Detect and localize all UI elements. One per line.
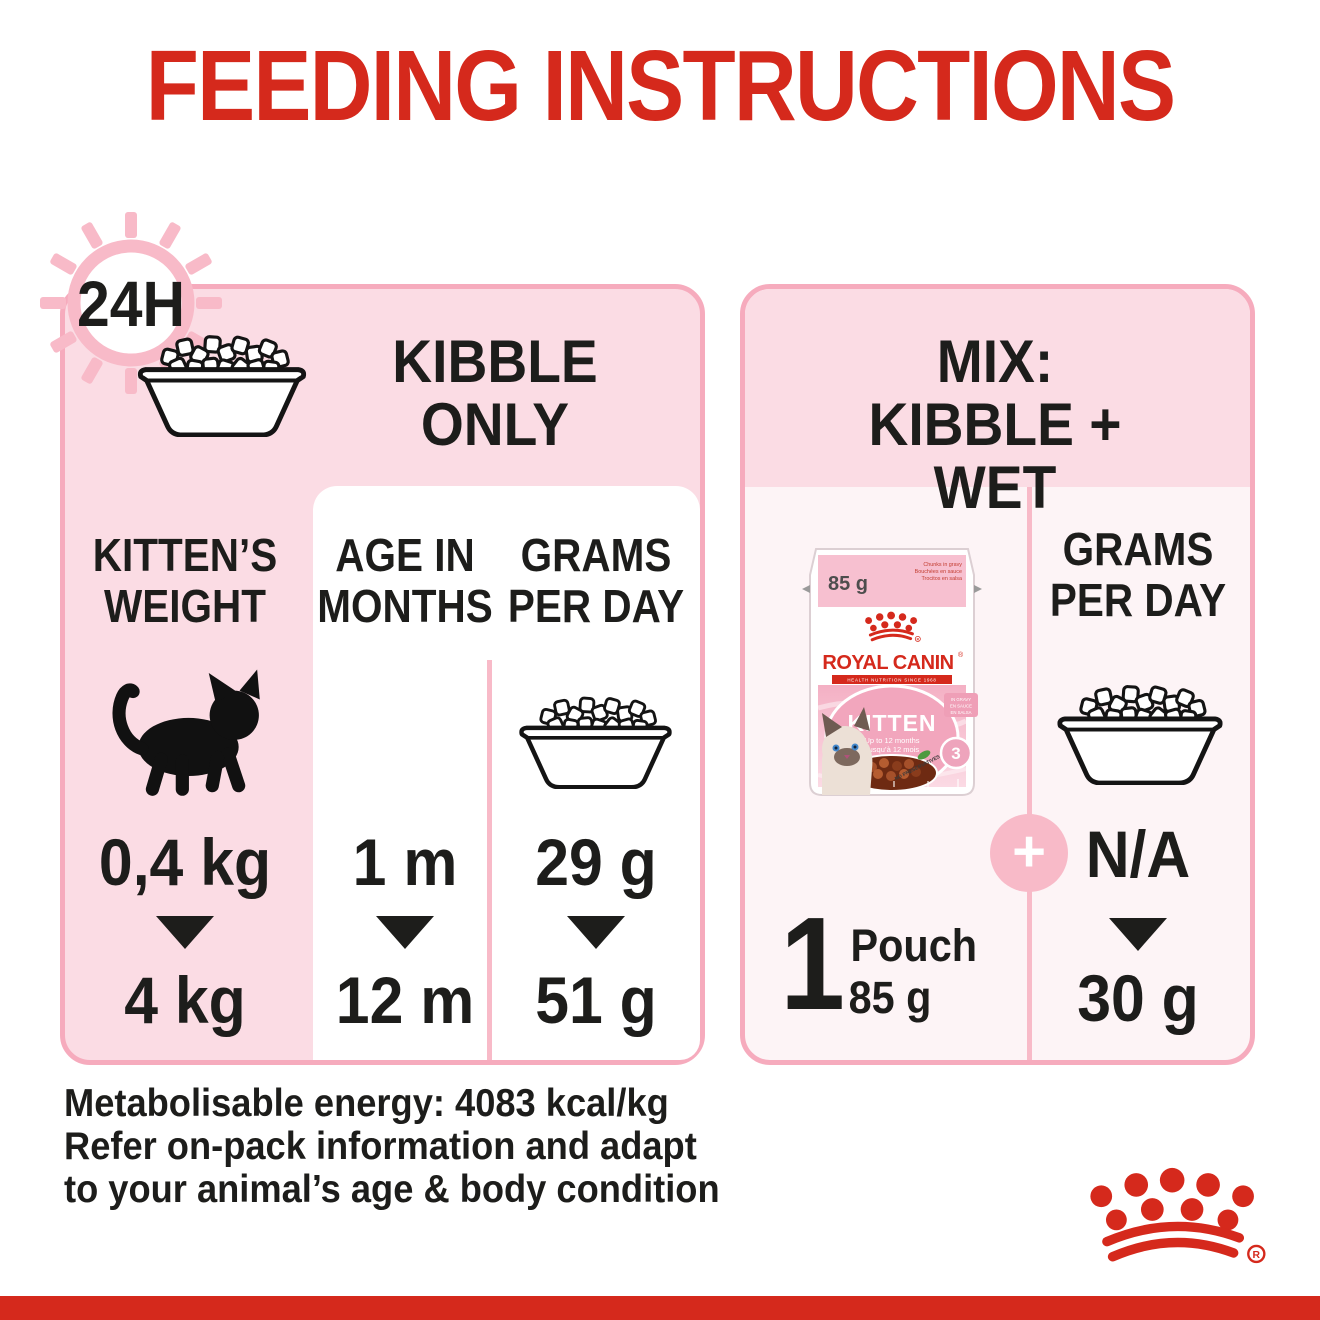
mix-title-line2: KIBBLE + WET xyxy=(868,391,1122,521)
mix-arrow-down-icon xyxy=(1109,918,1167,951)
pouch-texture-line3: Trocitos en salsa xyxy=(921,576,962,582)
pouch-notch-right-icon xyxy=(974,585,982,593)
pouch-texture-line1: Chunks in gravy xyxy=(923,562,962,568)
mix-na-value: N/A xyxy=(1085,817,1191,891)
age-to-value: 12 m xyxy=(335,963,475,1037)
weight-arrow-down-icon xyxy=(156,916,214,949)
pouch-gravy-badge xyxy=(944,693,978,717)
royal-canin-crown-logo xyxy=(1080,1166,1270,1270)
pouch-leaf-icon xyxy=(917,750,931,760)
pouch-stage-circle xyxy=(939,736,973,770)
pouch-tagline-bar xyxy=(832,675,952,684)
pouch-scale-ticks xyxy=(893,779,959,787)
age-column-header: AGE IN MONTHS xyxy=(308,530,502,632)
pouch-count-number: 1 xyxy=(780,890,845,1037)
pouch-brand-name: ROYAL CANIN xyxy=(822,652,953,674)
pouch-weight-label: 85 g xyxy=(828,573,868,595)
pouch-notch-left-icon xyxy=(802,585,810,593)
footer-red-bar xyxy=(0,1296,1320,1320)
weight-header-line1: KITTEN’S xyxy=(92,529,278,581)
pouch-count-weight: 85 g xyxy=(848,972,932,1023)
pouch-texture-line2: Bouchées en sauce xyxy=(915,569,962,575)
pouch-brand-band xyxy=(818,607,966,685)
mix-grams-column-header: GRAMS PER DAY xyxy=(1041,524,1235,626)
pouch-age-line2: Jusqu’à 12 mois xyxy=(865,745,919,754)
mix-grams-value: 30 g xyxy=(1077,961,1199,1035)
kibble-column-divider xyxy=(487,660,492,1060)
pouch-tagline: HEALTH NUTRITION SINCE 1968 xyxy=(847,678,936,683)
mix-title: MIX: KIBBLE + WET xyxy=(811,330,1179,519)
pouch-gravy-line3: EN SALSA xyxy=(950,710,971,715)
mix-column-divider xyxy=(1027,487,1032,1060)
footnote-line-3: to your animal’s age & body condition xyxy=(64,1168,720,1211)
wet-pouch-image: 85 g Chunks in gravy Bouchées en sauce T… xyxy=(802,548,982,796)
mix-grams-header-line1: GRAMS xyxy=(1062,523,1214,575)
pouch-count-unit: Pouch xyxy=(850,920,978,971)
pouch-gravy-line2: EN SAUCE xyxy=(950,704,972,709)
plus-badge: + xyxy=(990,814,1068,892)
badge-24h: 24H xyxy=(76,268,186,340)
pouch-kitten-photo xyxy=(822,707,873,795)
clock-24h-icon xyxy=(40,212,222,394)
mix-grams-header-line2: PER DAY xyxy=(1049,574,1227,626)
page-title: FEEDING INSTRUCTIONS xyxy=(145,30,1176,142)
kibble-only-title-line2: ONLY xyxy=(420,391,570,458)
grams-header-line1: GRAMS xyxy=(520,529,672,581)
footnote-line-1: Metabolisable energy: 4083 kcal/kg xyxy=(64,1082,669,1125)
weight-header-line2: WEIGHT xyxy=(104,580,266,632)
age-header-line2: MONTHS xyxy=(317,580,493,632)
kibble-only-title-line1: KIBBLE xyxy=(392,328,598,395)
grams-header-line2: PER DAY xyxy=(507,580,685,632)
age-arrow-down-icon xyxy=(376,916,434,949)
age-from-value: 1 m xyxy=(352,825,458,899)
mix-bowl-icon xyxy=(1056,680,1224,785)
pouch-age-line1: Up to 12 months xyxy=(864,736,919,745)
grams-bowl-icon xyxy=(518,692,673,789)
kibble-bowl-icon xyxy=(136,330,308,437)
weight-to-value: 4 kg xyxy=(124,963,246,1037)
weight-column-header: KITTEN’S WEIGHT xyxy=(88,530,282,632)
kitten-silhouette-icon xyxy=(112,669,260,796)
grams-arrow-down-icon xyxy=(567,916,625,949)
grams-column-header: GRAMS PER DAY xyxy=(499,530,693,632)
kibble-only-title: KIBBLE ONLY xyxy=(343,330,647,456)
grams-to-value: 51 g xyxy=(535,963,657,1037)
mix-panel-header-bg xyxy=(745,289,1250,487)
pouch-top-band xyxy=(818,555,966,607)
pouch-brand-reg: ® xyxy=(958,651,964,659)
pouch-stage-number: 3 xyxy=(951,744,960,763)
grams-from-value: 29 g xyxy=(535,825,657,899)
weight-from-value: 0,4 kg xyxy=(98,825,272,899)
age-header-line1: AGE IN xyxy=(335,529,475,581)
mix-title-line1: MIX: xyxy=(936,328,1054,395)
footnote-line-2: Refer on-pack information and adapt xyxy=(64,1125,697,1168)
pouch-gravy-line1: IN GRAVY xyxy=(951,697,971,702)
